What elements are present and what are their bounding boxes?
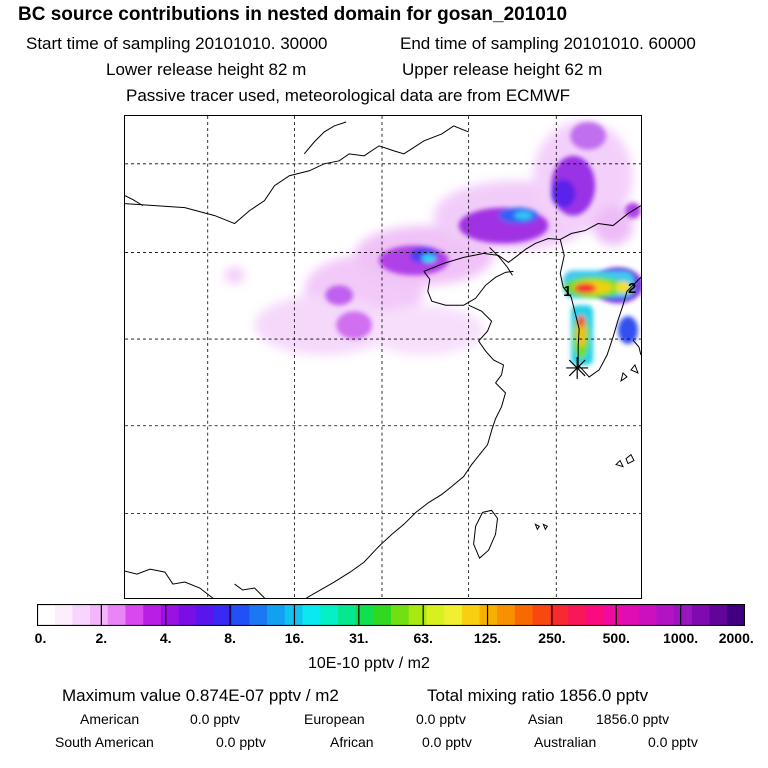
colorbar-cell bbox=[54, 604, 73, 626]
colorbar-cell bbox=[72, 604, 91, 626]
colorbar-cell bbox=[196, 604, 215, 626]
colorbar-units: 10E-10 pptv / m2 bbox=[308, 655, 430, 672]
lat-lon-grid bbox=[125, 116, 641, 598]
colorbar-cell bbox=[178, 604, 197, 626]
colorbar-cell bbox=[585, 604, 604, 626]
colorbar-cell bbox=[249, 604, 268, 626]
colorbar-tick-label: 250. bbox=[538, 630, 566, 646]
colorbar-cell bbox=[160, 604, 180, 626]
start-time: Start time of sampling 20101010. 30000 bbox=[26, 34, 328, 53]
region-african-label: African bbox=[330, 734, 374, 750]
colorbar-cell bbox=[621, 604, 640, 626]
colorbar-cell bbox=[603, 604, 622, 626]
colorbar-cell bbox=[709, 604, 728, 626]
station-marker: gosan bbox=[566, 357, 589, 379]
region-european-label: European bbox=[304, 711, 365, 727]
colorbar-tick-label: 125. bbox=[473, 630, 502, 646]
upper-release-height: Upper release height 62 m bbox=[402, 60, 603, 79]
colorbar-tick-label: 0. bbox=[34, 630, 47, 646]
colorbar-cell bbox=[408, 604, 427, 626]
colorbar-cell bbox=[532, 604, 551, 626]
colorbar-tick-label: 4. bbox=[159, 630, 172, 646]
colorbar-cell bbox=[302, 604, 321, 626]
colorbar-cell bbox=[638, 604, 658, 626]
colorbar-tick-label: 8. bbox=[224, 630, 236, 646]
total-mixing-ratio: Total mixing ratio 1856.0 pptv bbox=[427, 686, 649, 705]
colorbar-tick-label: 63. bbox=[413, 630, 433, 646]
colorbar-cell bbox=[231, 604, 250, 626]
colorbar-tick-label: 1000. bbox=[663, 630, 699, 646]
colorbar-cell bbox=[479, 604, 498, 626]
colorbar-tick-label: 16. bbox=[284, 630, 305, 646]
region-european-value: 0.0 pptv bbox=[416, 711, 466, 727]
region-african-value: 0.0 pptv bbox=[422, 734, 472, 750]
colorbar-cell bbox=[320, 604, 339, 626]
colorbar-cell bbox=[391, 604, 410, 626]
colorbar-cell bbox=[691, 604, 711, 626]
colorbar-tick-label: 500. bbox=[602, 630, 630, 646]
region-american-value: 0.0 pptv bbox=[190, 711, 240, 727]
colorbar-cell bbox=[497, 604, 516, 626]
colorbar-cell bbox=[373, 604, 392, 626]
colorbar-tick-label: 2000. bbox=[718, 630, 754, 646]
colorbar-cell bbox=[107, 604, 127, 626]
colorbar-cell bbox=[267, 604, 286, 626]
region-australian-value: 0.0 pptv bbox=[648, 734, 698, 750]
map-panel: gosan 1 2 bbox=[124, 115, 642, 599]
colorbar-cell bbox=[727, 604, 745, 626]
region-american-label: American bbox=[80, 711, 140, 727]
colorbar-cell bbox=[90, 604, 109, 626]
region-asian-value: 1856.0 pptv bbox=[596, 711, 670, 727]
maximum-value: Maximum value 0.874E-07 pptv / m2 bbox=[62, 686, 339, 705]
region-south-american-value: 0.0 pptv bbox=[216, 734, 266, 750]
colorbar-tick-label: 2. bbox=[95, 630, 108, 646]
colorbar-cell bbox=[550, 604, 569, 626]
region-australian-label: Australian bbox=[534, 734, 597, 750]
colorbar-cell bbox=[656, 604, 675, 626]
colorbar-cell bbox=[143, 604, 162, 626]
marker-label-1: 1 bbox=[563, 283, 571, 300]
colorbar bbox=[37, 604, 745, 626]
marker-label-2: 2 bbox=[628, 280, 636, 297]
colorbar-cell bbox=[444, 604, 463, 626]
colorbar-cell bbox=[568, 604, 587, 626]
colorbar-cell bbox=[426, 604, 445, 626]
map-title: BC source contributions in nested domain… bbox=[18, 4, 568, 25]
colorbar-cell bbox=[514, 604, 534, 626]
colorbar-cell bbox=[355, 604, 374, 626]
colorbar-tick-label: 31. bbox=[349, 630, 369, 646]
colorbar-cell bbox=[37, 604, 56, 626]
colorbar-cell bbox=[214, 604, 233, 626]
colorbar-cell bbox=[337, 604, 357, 626]
tracer-note: Passive tracer used, meteorological data… bbox=[126, 86, 571, 105]
end-time: End time of sampling 20101010. 60000 bbox=[400, 34, 696, 53]
region-south-american-label: South American bbox=[55, 734, 154, 750]
lower-release-height: Lower release height 82 m bbox=[106, 60, 307, 79]
region-asian-label: Asian bbox=[528, 711, 564, 727]
colorbar-cell bbox=[125, 604, 144, 626]
colorbar-cell bbox=[461, 604, 481, 626]
colorbar-cell bbox=[674, 604, 693, 626]
